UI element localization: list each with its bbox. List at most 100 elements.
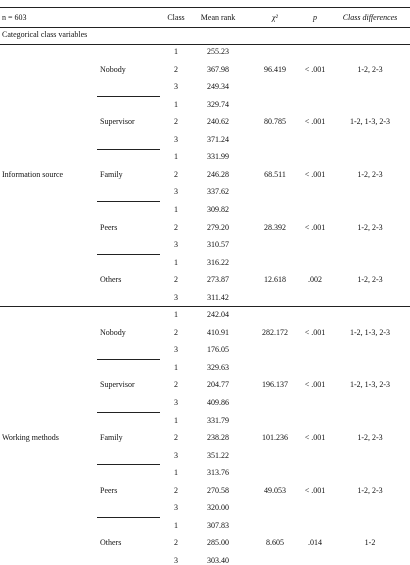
subheader-rule <box>0 44 410 45</box>
class: 3 <box>174 450 178 460</box>
group-rule <box>97 411 160 413</box>
chi-square: 196.137 <box>262 380 288 390</box>
class: 2 <box>174 433 178 443</box>
mean-rank: 331.99 <box>207 152 229 162</box>
class-differences: 1-2, 2-3 <box>357 222 383 232</box>
group-rule <box>97 95 160 97</box>
mean-rank: 285.00 <box>207 538 229 548</box>
column-header: Class differences <box>342 13 398 22</box>
class: 2 <box>174 117 178 127</box>
mean-rank: 240.62 <box>207 117 229 127</box>
mean-rank: 320.00 <box>207 503 229 513</box>
chi-square: 80.785 <box>264 117 286 127</box>
mean-rank: 371.24 <box>207 134 229 144</box>
chi-square: 8.605 <box>266 538 284 548</box>
mean-rank: 279.20 <box>207 222 229 232</box>
mean-rank: 310.57 <box>207 240 229 250</box>
mean-rank: 316.22 <box>207 257 229 267</box>
mean-rank: 204.77 <box>207 380 229 390</box>
group-rule <box>97 201 160 203</box>
class: 3 <box>174 398 178 407</box>
group-name: Peers <box>100 222 118 232</box>
class: 3 <box>174 240 178 250</box>
mean-rank: 409.86 <box>207 398 229 407</box>
mean-rank: 255.23 <box>207 47 229 56</box>
group-name: Nobody <box>100 64 126 74</box>
class: 3 <box>174 503 178 513</box>
class: 2 <box>174 222 178 232</box>
chi-square: 96.419 <box>264 64 286 74</box>
mean-rank: 309.82 <box>207 204 229 214</box>
class: 2 <box>174 538 178 548</box>
column-header: Class <box>167 13 185 22</box>
class: 1 <box>174 310 178 320</box>
mean-rank: 270.58 <box>207 485 229 495</box>
section-rule <box>0 306 410 308</box>
class-differences: 1-2, 2-3 <box>357 64 383 74</box>
p-value: .002 <box>308 275 322 285</box>
p-value: < .001 <box>304 433 326 443</box>
group-name: Nobody <box>100 327 126 337</box>
class: 1 <box>174 468 178 478</box>
group-rule <box>97 253 160 255</box>
class: 2 <box>174 169 178 179</box>
group-name: Others <box>100 538 122 548</box>
column-header: p <box>313 13 317 22</box>
class: 1 <box>174 415 178 425</box>
class: 2 <box>174 485 178 495</box>
mean-rank: 311.42 <box>207 292 229 302</box>
mean-rank: 329.63 <box>207 362 229 372</box>
class: 1 <box>174 204 178 214</box>
p-value: < .001 <box>304 485 326 495</box>
group-rule <box>97 148 160 150</box>
p-value: < .001 <box>304 222 326 232</box>
class: 1 <box>174 99 178 109</box>
class: 3 <box>174 187 178 197</box>
group-rule <box>97 359 160 361</box>
mean-rank: 307.83 <box>207 520 229 530</box>
group-name: Supervisor <box>100 117 135 127</box>
class: 3 <box>174 555 178 565</box>
column-header: Mean rank <box>200 13 236 22</box>
top-rule <box>0 7 410 8</box>
section-title: Categorical class variables <box>2 30 88 39</box>
class-differences: 1-2, 1-3, 2-3 <box>350 117 390 127</box>
group-name: Peers <box>100 485 118 495</box>
chi-square: 49.053 <box>264 485 286 495</box>
class-differences: 1-2 <box>364 538 376 548</box>
sample-size: n = 603 <box>2 13 27 22</box>
group-name: Family <box>100 169 123 179</box>
mean-rank: 249.34 <box>207 82 229 92</box>
group-name: Others <box>100 275 122 285</box>
mean-rank: 329.74 <box>207 99 229 109</box>
mean-rank: 331.79 <box>207 415 229 425</box>
p-value: .014 <box>308 538 322 548</box>
class: 1 <box>174 520 178 530</box>
header-rule <box>0 27 410 28</box>
class-differences: 1-2, 1-3, 2-3 <box>350 380 390 390</box>
class: 3 <box>174 345 178 355</box>
class: 1 <box>174 152 178 162</box>
class: 1 <box>174 47 178 56</box>
mean-rank: 410.91 <box>207 327 229 337</box>
class: 2 <box>174 275 178 285</box>
mean-rank: 176.05 <box>207 345 229 355</box>
p-value: < .001 <box>304 380 326 390</box>
group-name: Family <box>100 433 123 443</box>
chi-square: 282.172 <box>262 327 288 337</box>
class-differences: 1-2, 2-3 <box>357 433 383 443</box>
class: 3 <box>174 82 178 92</box>
group-rule <box>97 464 160 466</box>
class-differences: 1-2, 2-3 <box>357 275 383 285</box>
p-value: < .001 <box>304 117 326 127</box>
mean-rank: 337.62 <box>207 187 229 197</box>
section-name: Information source <box>2 169 64 179</box>
class: 3 <box>174 292 178 302</box>
class-differences: 1-2, 2-3 <box>357 485 383 495</box>
mean-rank: 367.98 <box>207 64 229 74</box>
class-differences: 1-2, 2-3 <box>357 169 383 179</box>
class: 3 <box>174 134 178 144</box>
mean-rank: 246.28 <box>207 169 229 179</box>
p-value: < .001 <box>304 327 326 337</box>
